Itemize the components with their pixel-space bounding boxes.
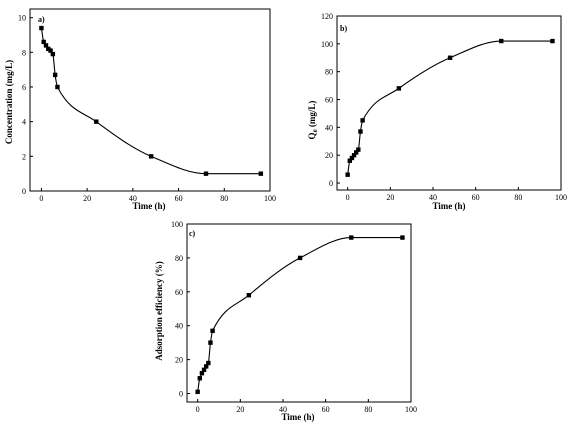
data-point [199, 370, 205, 376]
plot-frame [29, 8, 271, 192]
data-point [52, 72, 58, 78]
x-tick-label: 20 [83, 194, 91, 203]
y-tick-label: 4 [22, 118, 26, 127]
data-point [43, 43, 49, 48]
panel-a-label: a) [38, 15, 45, 24]
data-point [354, 150, 359, 155]
data-point [148, 154, 154, 159]
y-tick-label: 0 [22, 187, 26, 196]
data-point [48, 48, 53, 53]
data-point [94, 119, 99, 124]
x-tick-label: 20 [386, 193, 394, 202]
data-point [46, 46, 51, 52]
y-tick-label: 40 [175, 322, 183, 331]
y-tick-label: 20 [175, 356, 183, 365]
data-point [41, 39, 46, 45]
panel-b-xlabel: Time (h) [432, 201, 465, 211]
data-point [246, 293, 252, 298]
plot-frame [336, 15, 562, 191]
data-point [197, 376, 202, 381]
data-point [345, 172, 350, 177]
x-tick-label: 60 [175, 194, 183, 203]
data-point [201, 367, 207, 372]
data-point [396, 86, 402, 91]
y-tick-label: 80 [325, 68, 333, 77]
series-line [347, 40, 553, 175]
data-point [297, 255, 303, 261]
data-point [50, 51, 56, 57]
x-tick-label: 80 [514, 193, 522, 202]
y-tick-label: 6 [22, 83, 26, 92]
x-tick-label: 60 [322, 405, 330, 414]
y-tick-label: 120 [321, 12, 333, 21]
data-point [258, 171, 264, 176]
data-point [210, 328, 215, 333]
x-tick-label: 40 [429, 193, 437, 202]
y-tick-label: 0 [329, 179, 333, 188]
data-point [204, 364, 209, 369]
data-point [499, 38, 504, 44]
y-tick-label: 20 [325, 151, 333, 160]
panel-b-label: b) [340, 24, 347, 33]
y-tick-label: 40 [325, 123, 333, 132]
data-point [203, 171, 209, 176]
series-line [40, 27, 261, 175]
y-tick-label: 2 [22, 152, 26, 161]
x-tick-label: 40 [129, 194, 137, 203]
data-point [447, 55, 453, 60]
data-point [349, 235, 354, 240]
y-tick-label: 80 [175, 254, 183, 263]
panel-b-ylabel: Qe (mg/L) [307, 101, 319, 140]
y-tick-label: 10 [18, 14, 26, 23]
data-point [39, 25, 44, 31]
data-point [55, 84, 60, 90]
x-tick-label: 80 [364, 405, 372, 414]
x-tick-label: 0 [39, 194, 43, 203]
series-line [197, 237, 403, 392]
x-tick-label: 20 [236, 405, 244, 414]
data-point [351, 153, 357, 158]
data-point [550, 38, 555, 44]
y-tick-label: 60 [325, 96, 333, 105]
data-point [349, 155, 355, 161]
panel-a-ylabel: Concentration (mg/L) [4, 60, 14, 144]
x-tick-label: 100 [264, 194, 276, 203]
panel-a-xlabel: Time (h) [132, 201, 165, 211]
data-point [208, 340, 213, 345]
panel-c-xlabel: Time (h) [281, 412, 314, 422]
data-point [356, 147, 361, 152]
panel-b-qe: b) Time (h) Qe (mg/L) 0 20 40 60 80 100 0 20 40 6… [307, 12, 567, 211]
data-point [358, 129, 363, 134]
panel-a-concentration: a) Time (h) Concentration (mg/L) 0 20 40 60… [4, 8, 276, 211]
x-tick-label: 40 [279, 405, 287, 414]
data-point [360, 118, 365, 123]
x-tick-label: 0 [196, 405, 200, 414]
plot-frame [186, 223, 412, 403]
data-point [400, 235, 405, 240]
x-tick-label: 0 [346, 193, 350, 202]
y-tick-label: 0 [179, 390, 183, 399]
data-point [347, 158, 352, 163]
x-tick-label: 80 [220, 194, 228, 203]
data-point [195, 389, 200, 395]
x-tick-label: 100 [555, 193, 567, 202]
x-tick-label: 60 [472, 193, 480, 202]
x-tick-label: 100 [405, 405, 417, 414]
data-point [206, 360, 211, 366]
panel-c-adsorption-efficiency: c) Time (h) Adsorption efficiency (%) 0 2… [154, 220, 417, 422]
panel-c-ylabel: Adsorption efficiency (%) [154, 261, 164, 360]
y-tick-label: 60 [175, 288, 183, 297]
y-tick-label: 100 [171, 220, 183, 229]
y-tick-label: 8 [22, 48, 26, 57]
panel-c-label: c) [189, 229, 196, 238]
y-tick-label: 100 [321, 40, 333, 49]
